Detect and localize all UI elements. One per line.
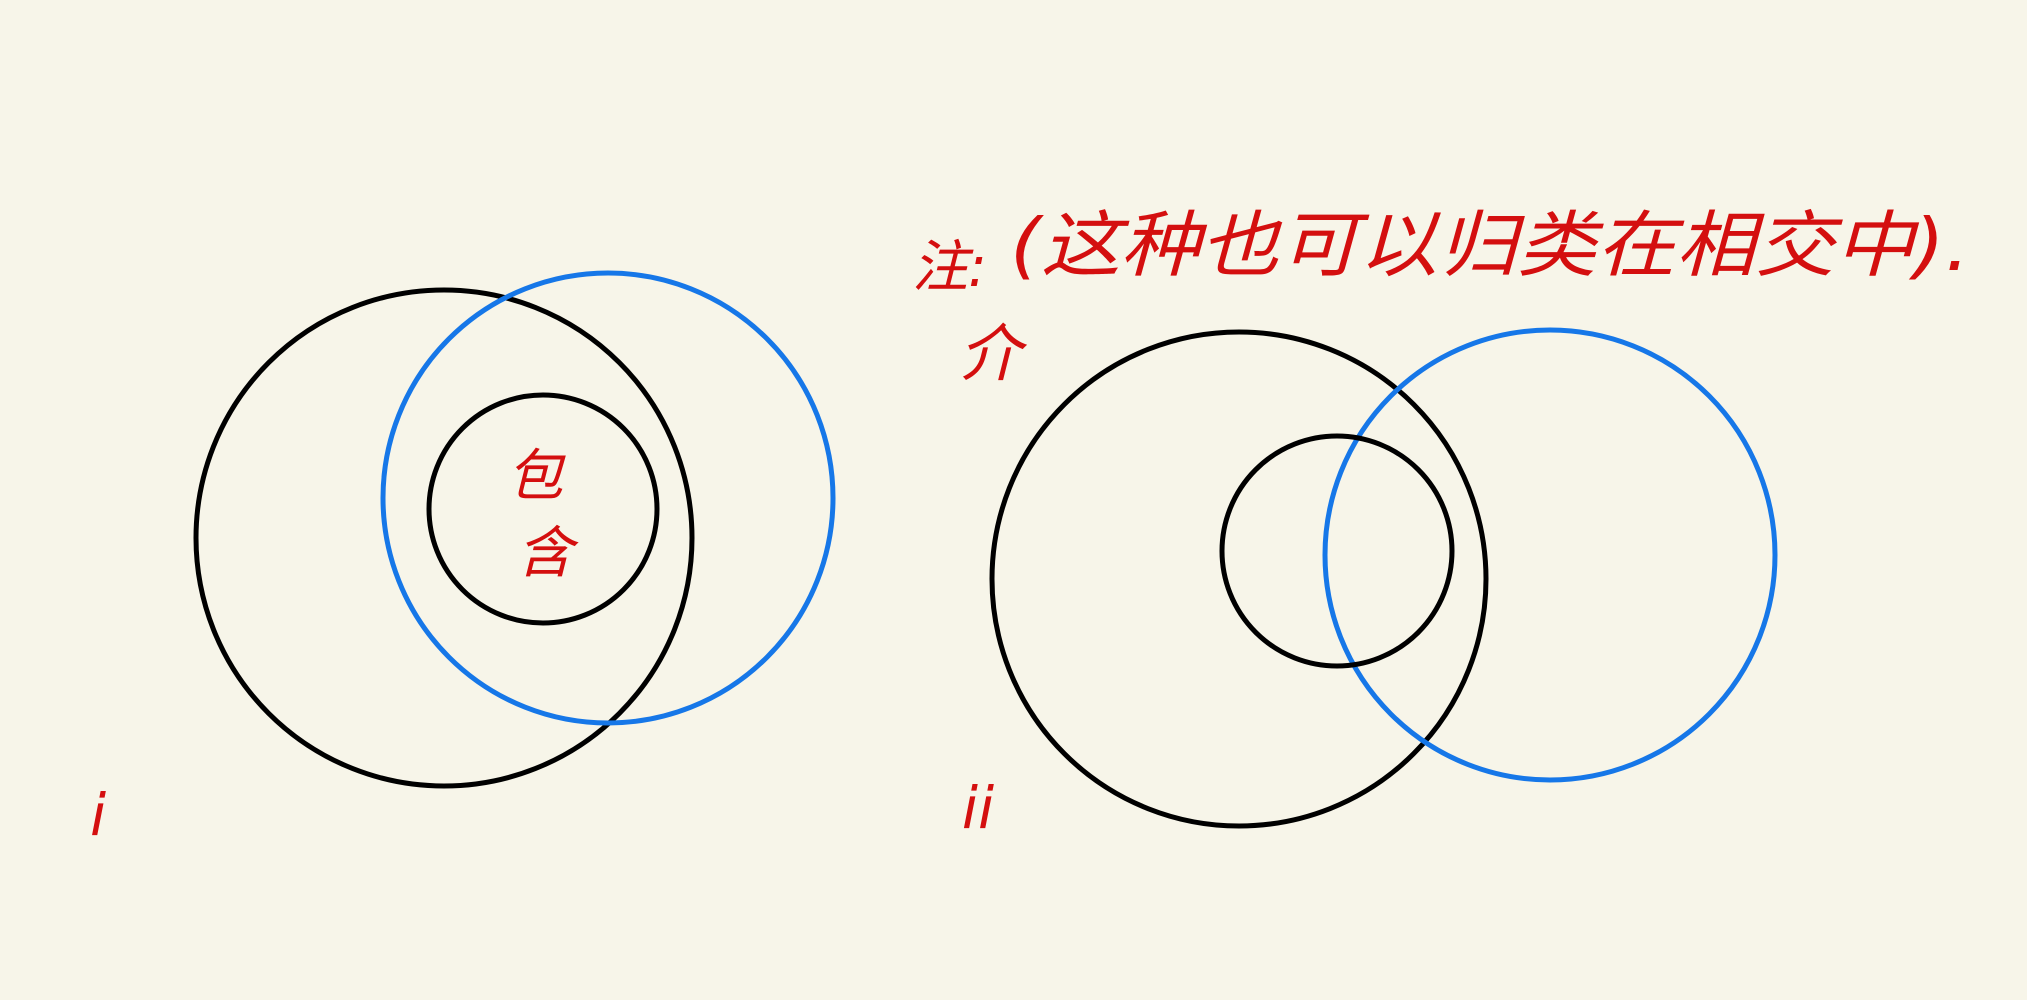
figure-i-large-black-circle [193, 287, 695, 789]
figure-i-small-black-circle [426, 392, 660, 626]
figure-i-blue-circle [380, 270, 836, 726]
figure-ii-blue-circle [1322, 327, 1778, 783]
figure-i-label: i [90, 781, 106, 849]
figure-ii: ii 注: (这种也可以归类在相交中). 介 [912, 203, 1970, 842]
figure-ii-note-pointer: 介 [959, 317, 1028, 390]
figure-i-inner-label-bottom: 含 [517, 521, 579, 586]
figure-ii-small-black-circle [1219, 433, 1455, 669]
figure-ii-large-black-circle [989, 329, 1489, 829]
figure-i-inner-label-top: 包 [507, 444, 566, 509]
figure-ii-label: ii [962, 774, 994, 842]
figure-ii-note: (这种也可以归类在相交中). [1010, 203, 1970, 287]
figure-i: 包 含 i [90, 270, 836, 849]
figure-ii-note-prefix: 注: [912, 235, 987, 300]
